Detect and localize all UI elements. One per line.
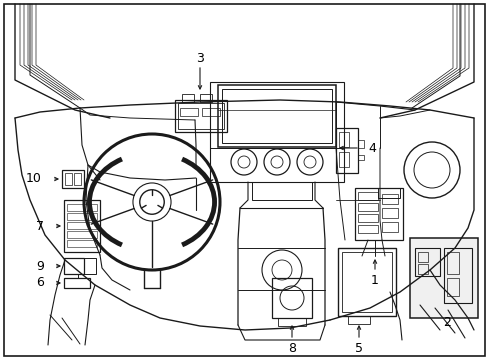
Bar <box>278 318 305 326</box>
Bar <box>67 213 97 220</box>
Bar <box>338 152 348 167</box>
Bar <box>357 155 363 160</box>
Bar <box>335 128 357 173</box>
Bar <box>65 173 72 185</box>
Bar <box>357 192 377 200</box>
Bar <box>357 225 377 233</box>
Text: 9: 9 <box>36 260 44 273</box>
Bar <box>62 170 84 188</box>
Bar <box>381 208 397 218</box>
Bar <box>357 214 377 222</box>
Bar <box>377 188 399 198</box>
Text: 5: 5 <box>354 342 362 355</box>
Bar <box>67 204 97 211</box>
Text: 6: 6 <box>36 276 44 289</box>
Bar <box>409 238 477 318</box>
Bar <box>180 108 198 116</box>
Bar <box>417 264 427 274</box>
Bar <box>251 182 311 200</box>
Bar <box>443 248 471 303</box>
Bar <box>417 252 427 262</box>
Bar <box>64 200 100 252</box>
Bar <box>271 278 311 318</box>
Bar <box>64 258 84 274</box>
Bar <box>357 203 377 211</box>
Bar <box>74 173 81 185</box>
Bar <box>178 103 224 129</box>
Text: 10: 10 <box>26 172 42 185</box>
Bar <box>341 252 391 312</box>
Bar <box>175 100 226 132</box>
Text: 4: 4 <box>367 141 375 154</box>
Bar <box>67 240 97 247</box>
Bar <box>446 278 458 296</box>
Bar <box>200 94 212 102</box>
Bar <box>67 231 97 238</box>
Bar <box>202 108 220 116</box>
Bar <box>381 194 397 204</box>
Bar <box>357 140 363 148</box>
Bar <box>209 82 343 182</box>
Bar <box>222 89 331 143</box>
Bar <box>354 188 402 240</box>
Bar <box>67 222 97 229</box>
Text: 3: 3 <box>196 51 203 64</box>
Text: 8: 8 <box>287 342 295 355</box>
Bar <box>337 248 395 316</box>
Bar <box>381 222 397 232</box>
Bar <box>414 248 439 276</box>
Bar <box>182 94 194 102</box>
Text: 1: 1 <box>370 274 378 287</box>
Bar <box>84 258 96 274</box>
Bar <box>338 132 348 147</box>
Text: 7: 7 <box>36 220 44 233</box>
Bar <box>446 252 458 274</box>
Bar <box>218 85 335 147</box>
Bar <box>64 278 90 288</box>
Text: 2: 2 <box>442 316 450 329</box>
Bar <box>347 316 369 324</box>
